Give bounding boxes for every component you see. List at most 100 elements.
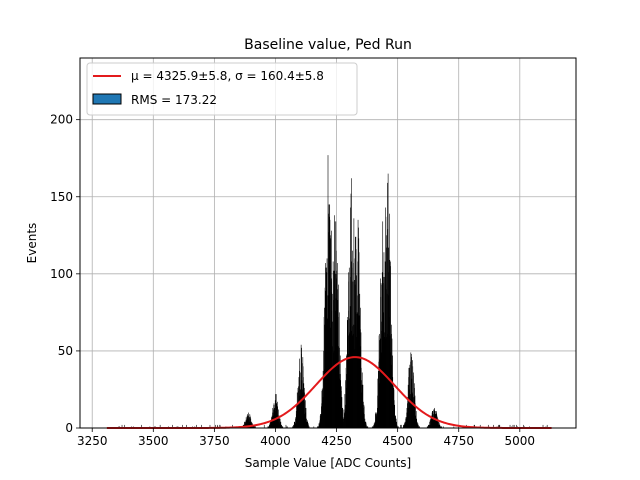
histogram-bar [304, 392, 305, 428]
x-tick-label: 5000 [505, 434, 536, 448]
histogram-bar [325, 263, 326, 428]
histogram-bar [367, 426, 369, 428]
y-tick-label: 150 [50, 190, 73, 204]
histogram-bar [479, 424, 481, 428]
histogram-bar [546, 424, 548, 428]
histogram-bar [428, 424, 430, 428]
y-tick-label: 200 [50, 113, 73, 127]
histogram-bar [281, 424, 282, 428]
histogram-bar [172, 424, 173, 428]
histogram-bar [219, 424, 221, 428]
histogram-bar [267, 426, 269, 428]
histogram-bar [196, 424, 197, 428]
histogram-bar [516, 424, 517, 428]
histogram-bar [398, 426, 399, 428]
histogram-bar [333, 270, 335, 428]
histogram-bar [429, 420, 431, 428]
histogram-bar [439, 424, 441, 428]
histogram-bar [371, 426, 373, 428]
histogram-bar [249, 415, 251, 428]
histogram-bar [232, 424, 233, 428]
histogram-bar [498, 424, 499, 428]
y-axis-ticks: 0 50 100 150 200 [50, 113, 80, 435]
histogram-bar [285, 424, 287, 428]
histogram-bar [255, 426, 256, 428]
histogram-bar [542, 424, 544, 428]
histogram-bar [401, 424, 402, 428]
histogram-bar [440, 426, 442, 428]
histogram-bar [400, 424, 401, 428]
histogram-bar [407, 384, 409, 428]
histogram-bar [286, 426, 287, 428]
histogram-bar [443, 426, 444, 428]
x-axis-ticks: 3250 3500 3750 4000 4250 4500 4750 5000 [77, 428, 535, 448]
axes-frame [79, 57, 577, 429]
x-tick-label: 4750 [443, 434, 474, 448]
histogram-bar [217, 424, 218, 428]
x-tick-label: 3750 [199, 434, 230, 448]
histogram-bar [282, 426, 284, 428]
histogram-bar [396, 424, 398, 428]
legend-rms-label: RMS = 173.22 [131, 93, 217, 107]
chart-title: Baseline value, Ped Run [244, 37, 412, 53]
histogram-bar [329, 219, 331, 428]
histogram-bar [350, 193, 352, 428]
histogram-bars [118, 155, 548, 428]
histogram-bar [263, 424, 265, 428]
histogram-bar [141, 424, 142, 428]
histogram-bar [523, 424, 525, 428]
x-tick-label: 3500 [138, 434, 169, 448]
histogram-bar [313, 426, 315, 428]
histogram-bar [417, 423, 419, 428]
histogram-bar [308, 424, 309, 428]
histogram-bar [415, 411, 417, 428]
histogram-bar [182, 424, 183, 428]
legend: μ = 4325.9±5.8, σ = 160.4±5.8 RMS = 173.… [86, 62, 358, 116]
histogram-bar [364, 414, 365, 428]
x-tick-label: 4500 [382, 434, 413, 448]
histogram-bar [366, 424, 367, 428]
x-tick-label: 4000 [260, 434, 291, 448]
histogram-bar [441, 426, 443, 428]
legend-rms-swatch [92, 93, 122, 105]
y-tick-label: 0 [65, 421, 73, 435]
histogram-bar [278, 409, 279, 428]
histogram-bar [418, 426, 420, 428]
histogram-bar [499, 424, 501, 428]
histogram-bar [186, 424, 187, 428]
histogram-bar [392, 387, 394, 428]
x-tick-label: 4250 [321, 434, 352, 448]
x-axis-label: Sample Value [ADC Counts] [245, 456, 411, 470]
y-tick-label: 100 [50, 267, 73, 281]
histogram-bar [453, 426, 455, 428]
histogram-bar [327, 155, 329, 428]
histogram-bar [509, 424, 511, 428]
histogram-bar [279, 415, 280, 428]
histogram-bar [306, 420, 308, 428]
histogram-bar [277, 401, 278, 428]
histogram-bar [287, 426, 288, 428]
histogram-bar [124, 424, 126, 428]
y-axis-label: Events [25, 223, 39, 264]
histogram-bar [201, 424, 202, 428]
histogram-bar [426, 426, 428, 428]
histogram-bar [493, 424, 494, 428]
legend-fit-label: μ = 4325.9±5.8, σ = 160.4±5.8 [131, 69, 324, 83]
histogram-bar [254, 426, 255, 428]
histogram-bar [362, 384, 364, 428]
histogram-bar [215, 424, 216, 428]
histogram-bar [331, 293, 333, 428]
histogram-bar [419, 426, 420, 428]
histogram-bar [418, 424, 419, 428]
y-tick-label: 50 [58, 344, 73, 358]
x-tick-label: 3250 [77, 434, 108, 448]
histogram-bar [308, 426, 310, 428]
legend-box [86, 62, 358, 116]
histogram-bar [512, 424, 514, 428]
histogram-bar [386, 235, 387, 428]
histogram-bar [305, 407, 307, 428]
histogram-bar [121, 424, 123, 428]
histogram-bar [513, 424, 515, 428]
histogram-bar [412, 375, 414, 428]
